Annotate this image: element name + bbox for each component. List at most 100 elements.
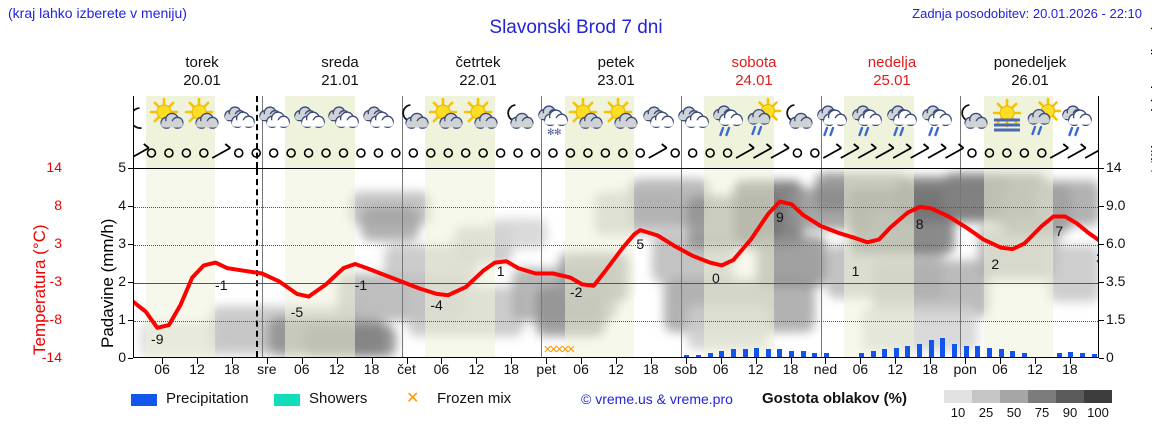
precip-bar: [917, 343, 923, 357]
x-tick-sre: sre: [257, 361, 277, 377]
weather-icon-cloudy-rain: [812, 98, 852, 142]
day-header-torek: torek 20.01: [133, 54, 271, 90]
day-separator-plot-2: [401, 169, 403, 357]
density-tick-10: 10: [950, 405, 966, 420]
x-tickmark: [1000, 358, 1002, 364]
precip-bar: [730, 349, 736, 357]
precip-tick-4: 1: [118, 311, 126, 327]
density-tick-50: 50: [1006, 405, 1022, 420]
day-separator-plot-4: [681, 169, 682, 357]
location-menu-note[interactable]: (kraj lahko izberete v meniju): [8, 5, 187, 21]
temperature-label: 8: [915, 215, 924, 232]
x-tick-06: 06: [293, 361, 310, 377]
density-swatch-75: [1028, 390, 1056, 403]
gridline-4: [134, 321, 1098, 322]
day-separator-4: [681, 96, 682, 168]
precip-tick-5: 0: [118, 349, 126, 365]
gridline-2: [134, 245, 1098, 246]
showers-swatch: [274, 394, 300, 406]
weather-icon-cloudy: [638, 98, 678, 142]
x-tick-18: 18: [922, 361, 939, 377]
precip-tick-1: 4: [118, 197, 126, 213]
temperature-label: 1: [496, 263, 505, 280]
temp-tick-5: -14: [41, 349, 62, 365]
cloud-tickmark-5: [1099, 358, 1104, 359]
night-band-plot-5: [843, 169, 914, 357]
precip-tickmark-3: [128, 282, 133, 283]
weather-icon-cloudy-rain: [882, 98, 922, 142]
meteogram-plot[interactable]: ✕✕✕✕✕-9-1-5-1-41-250918273: [133, 168, 1099, 358]
precip-bar: [789, 351, 795, 357]
cloud-tick-2: 6.0: [1106, 235, 1126, 251]
night-band-plot-6: [983, 169, 1054, 357]
day-date: 20.01: [183, 72, 221, 89]
cloud-tickmark-2: [1099, 244, 1104, 245]
x-tick-sob: sob: [674, 361, 698, 377]
temperature-value-labels: -9-1-5-1-41-250918273: [134, 169, 1098, 357]
precip-bar: [765, 349, 771, 357]
frozen-mix-marker: ✕: [566, 344, 576, 356]
temp-tick-1: 8: [54, 197, 62, 213]
frozen-mix-marker: ✕: [548, 344, 559, 356]
x-tickmark: [301, 358, 303, 364]
x-tickmark: [860, 358, 862, 364]
density-swatch-100: [1084, 390, 1112, 403]
temp-tick-2: 3: [54, 235, 62, 251]
cloud-density-legend-title: Gostota oblakov (%): [762, 390, 908, 407]
precip-bar: [777, 349, 783, 357]
day-night-bands: [134, 169, 1098, 357]
x-tickmark: [755, 358, 757, 364]
weather-icon-cloudy-rain: [708, 98, 748, 142]
day-name: ponedeljek: [993, 54, 1067, 71]
x-tick-18: 18: [782, 361, 799, 377]
precip-bar: [893, 347, 899, 357]
x-tickmark: [965, 358, 967, 364]
x-tickmark: [720, 358, 722, 364]
x-tickmark: [581, 358, 583, 364]
x-tick-18: 18: [1062, 361, 1078, 377]
x-tick-06: 06: [154, 361, 170, 377]
precip-bar: [1091, 353, 1097, 357]
weather-icon-moon-cloudy: [393, 98, 433, 142]
frozen-mix-legend-label: Frozen mix: [437, 390, 512, 407]
weather-icon-band: ✻ ✻: [133, 96, 1099, 168]
precip-tickmark-2: [128, 244, 133, 245]
cloud-tick-3: 3.5: [1106, 273, 1126, 289]
cloud-tickmark-4: [1099, 320, 1104, 321]
x-tick-18: 18: [503, 361, 520, 377]
temperature-label: -1: [215, 276, 228, 293]
cloud-tick-1: 9.0: [1106, 197, 1126, 213]
svg-text:✻: ✻: [547, 128, 555, 138]
x-tickmark: [511, 358, 513, 364]
x-tick-18: 18: [363, 361, 380, 377]
temperature-label: -4: [430, 297, 443, 314]
precip-bar: [695, 355, 701, 357]
temperature-label: 7: [1055, 222, 1064, 239]
x-tick-pon: pon: [953, 361, 977, 377]
precip-tickmark-1: [128, 206, 133, 207]
x-tickmark: [616, 358, 617, 364]
x-tick-12: 12: [608, 361, 624, 377]
day-name: torek: [185, 54, 219, 71]
x-tickmark: [406, 358, 408, 364]
x-tickmark: [441, 358, 443, 364]
weather-icon-sun-partly-cloudy: [603, 97, 643, 142]
weather-icon-cloudy: [289, 98, 329, 142]
x-tick-pet: pet: [536, 361, 556, 377]
precip-bar: [812, 353, 818, 357]
x-tickmark: [266, 358, 268, 364]
credit-link[interactable]: © vreme.us & vreme.pro: [581, 391, 733, 407]
x-tick-12: 12: [887, 361, 904, 377]
temperature-label: 9: [776, 208, 784, 225]
precip-tick-2: 3: [118, 235, 126, 251]
precip-bar: [952, 343, 958, 357]
x-tickmark: [685, 358, 687, 364]
day-header-sreda: sreda 21.01: [271, 54, 409, 90]
night-band-plot-2: [424, 169, 495, 357]
density-swatch-90: [1056, 390, 1084, 403]
precip-bar: [1068, 352, 1074, 357]
precip-bar: [1056, 353, 1062, 357]
precipitation-swatch: [131, 394, 157, 406]
x-tickmark: [476, 358, 478, 364]
